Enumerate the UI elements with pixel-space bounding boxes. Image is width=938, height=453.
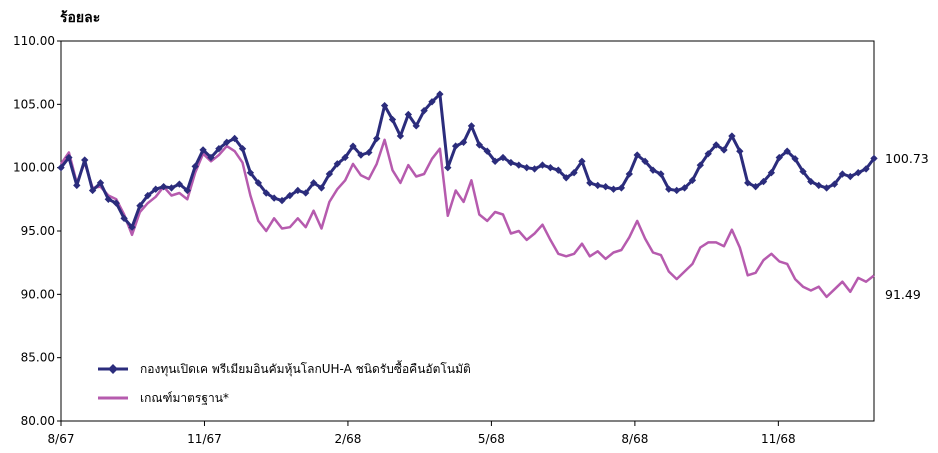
data-point [720,146,728,154]
data-point [167,184,176,192]
data-point [159,183,168,191]
data-point [830,180,839,188]
data-point [65,153,73,162]
data-point [704,150,712,158]
data-point [641,157,649,165]
data-point [609,185,618,193]
y-tick-label: 95.00 [21,224,55,238]
y-axis: 110.00 105.00 100.00 95.00 90.00 85.00 80.00 [13,34,61,428]
data-point [570,169,578,177]
data-point [483,147,491,155]
data-point [88,186,97,195]
data-point [309,179,318,187]
data-point [696,161,704,169]
data-point [215,144,223,153]
data-point [152,185,160,193]
x-tick-label: 5/68 [478,432,505,446]
x-tick-label: 11/67 [187,432,222,446]
x-tick-label: 8/68 [621,432,648,446]
data-point [278,196,286,205]
series-fund [57,90,878,231]
y-axis-title: ร้อยละ [60,10,100,26]
data-point [562,174,570,182]
x-tick-label: 11/68 [761,432,796,446]
data-point [546,163,555,172]
legend-label-benchmark: เกณฑ์มาตรฐาน* [140,391,229,405]
data-point [230,134,239,143]
benchmark-line [59,138,875,299]
data-point [128,223,136,231]
data-point [507,158,515,167]
data-point [325,170,334,178]
data-point [380,101,389,110]
y-tick-label: 85.00 [21,351,55,365]
data-point [736,147,744,155]
data-point [404,110,413,119]
data-point [578,157,586,165]
data-point [499,153,507,162]
y-tick-label: 110.00 [13,34,55,48]
series-benchmark [59,138,875,299]
data-point [870,154,878,163]
data-point [191,162,199,171]
data-point [96,179,105,187]
legend-item-benchmark: เกณฑ์มาตรฐาน* [98,391,229,405]
data-point [73,181,81,190]
data-point [728,132,736,140]
data-point [673,186,681,195]
y-tick-label: 100.00 [13,161,55,175]
data-point [81,156,89,164]
data-point [136,202,144,210]
data-point [601,183,610,191]
data-point [254,179,263,187]
data-point [270,194,278,202]
data-point [467,122,476,130]
legend-marker-fund [108,364,118,374]
data-point [183,186,191,195]
data-point [412,122,420,130]
data-point [530,165,539,173]
data-point [775,153,783,162]
legend: กองทุนเปิดเค พรีเมียมอินคัมหุ้นโลกUH-A ช… [98,360,471,405]
data-point [862,165,870,173]
data-point [515,161,523,169]
data-point [199,146,207,154]
legend-label-fund: กองทุนเปิดเค พรีเมียมอินคัมหุ้นโลกUH-A ช… [140,360,471,377]
data-point [594,181,602,190]
y-tick-label: 80.00 [21,414,55,428]
data-point [459,138,468,146]
data-point [144,191,152,200]
y-tick-label: 105.00 [13,97,55,111]
end-label-fund: 100.73 [885,151,929,166]
legend-item-fund: กองทุนเปิดเค พรีเมียมอินคัมหุ้นโลกUH-A ช… [98,360,471,377]
data-point [444,163,452,172]
data-point [783,147,791,155]
data-point [649,166,657,174]
data-point [57,163,65,172]
data-point [475,141,484,149]
data-point [238,145,247,153]
data-point [523,163,531,172]
x-tick-label: 2/68 [334,432,361,446]
x-axis: 8/67 11/67 2/68 5/68 8/68 11/68 [48,421,796,446]
data-point [846,172,854,181]
end-label-benchmark: 91.49 [885,287,921,302]
y-tick-label: 90.00 [21,287,55,301]
data-point [767,169,776,177]
data-point [617,184,626,192]
plot-frame [60,40,875,422]
data-point [246,169,255,177]
data-point [388,115,397,124]
fund-line [59,92,876,229]
x-tick-label: 8/67 [48,432,75,446]
data-point [491,157,499,166]
data-point [807,177,815,186]
data-point [744,179,752,187]
data-point [822,184,831,192]
